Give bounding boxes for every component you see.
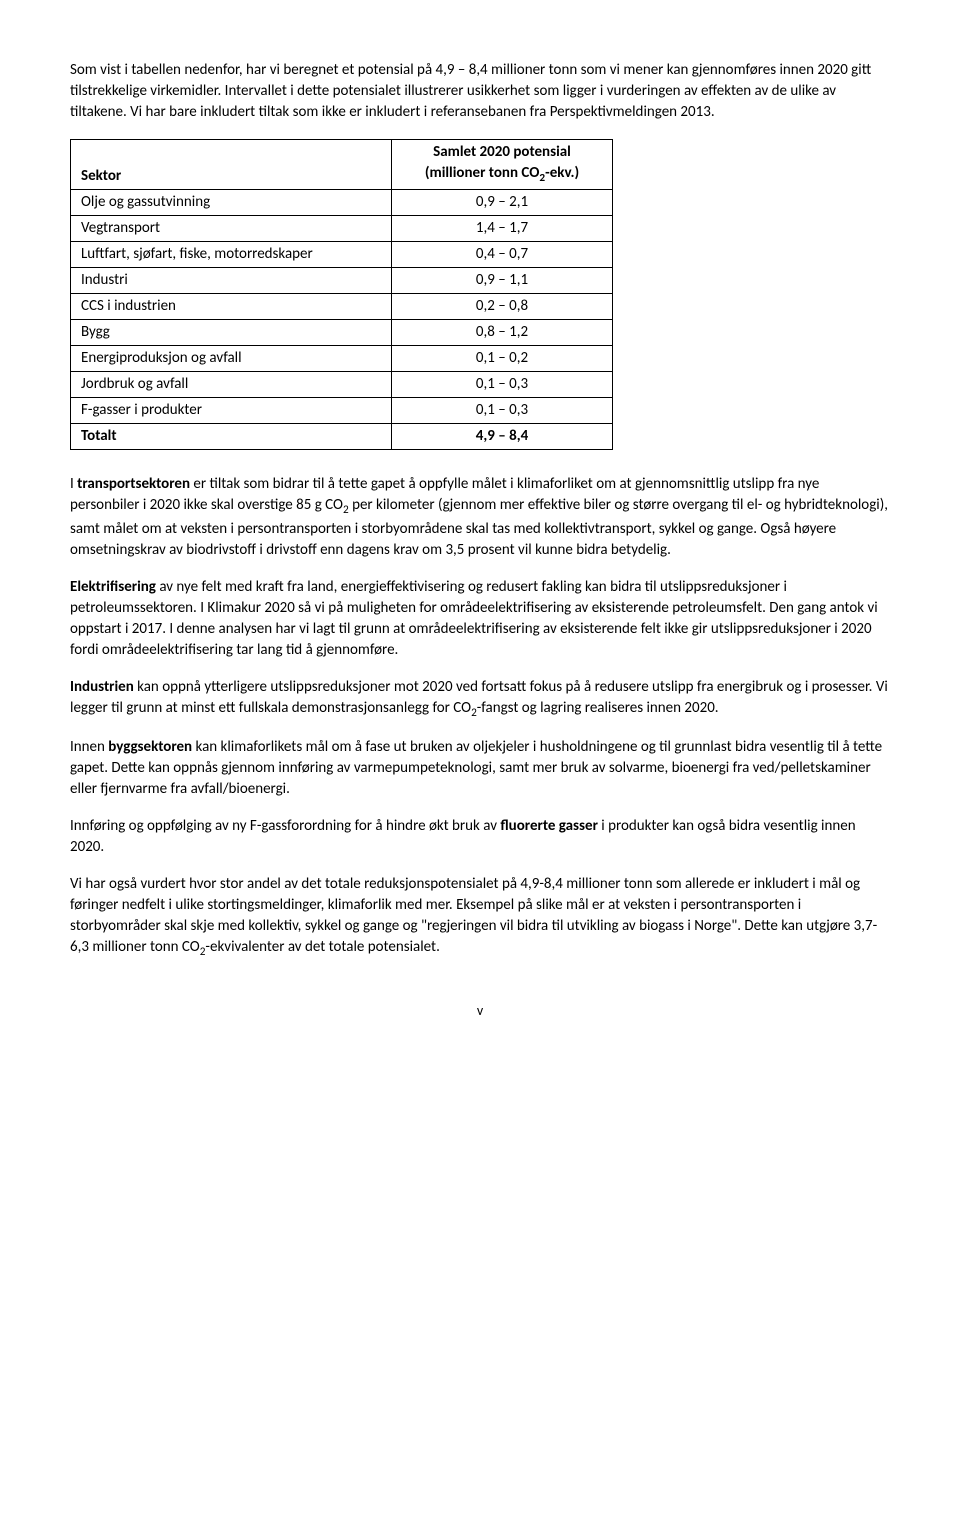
table-row: Luftfart, sjøfart, fiske, motorredskaper… [71,241,613,267]
sector-cell: CCS i industrien [71,293,392,319]
value-cell: 0,9 – 2,1 [392,189,613,215]
sector-cell: Bygg [71,319,392,345]
paragraph-transport: I transportsektoren er tiltak som bidrar… [70,474,890,561]
paragraph-industrien: Industrien kan oppnå ytterligere utslipp… [70,677,890,722]
value-cell: 0,9 – 1,1 [392,267,613,293]
value-cell: 0,1 – 0,2 [392,345,613,371]
sector-cell: F-gasser i produkter [71,397,392,423]
sector-cell: Olje og gassutvinning [71,189,392,215]
paragraph-bygg: Innen byggsektoren kan klimaforlikets må… [70,737,890,800]
table-row: Bygg0,8 – 1,2 [71,319,613,345]
value-cell: 0,1 – 0,3 [392,371,613,397]
table-header-potential: Samlet 2020 potensial (millioner tonn CO… [392,140,613,190]
page-number: v [70,1001,890,1021]
table-row: Vegtransport1,4 – 1,7 [71,215,613,241]
value-cell: 0,8 – 1,2 [392,319,613,345]
table-row: F-gasser i produkter0,1 – 0,3 [71,397,613,423]
sector-cell: Luftfart, sjøfart, fiske, motorredskaper [71,241,392,267]
table-row: Jordbruk og avfall0,1 – 0,3 [71,371,613,397]
value-cell: 0,4 – 0,7 [392,241,613,267]
value-cell: 0,2 – 0,8 [392,293,613,319]
paragraph-intro: Som vist i tabellen nedenfor, har vi ber… [70,60,890,123]
sector-cell: Industri [71,267,392,293]
table-header-sector: Sektor [71,140,392,190]
table-row: Olje og gassutvinning0,9 – 2,1 [71,189,613,215]
table-total-row: Totalt4,9 – 8,4 [71,423,613,449]
table-row: Industri0,9 – 1,1 [71,267,613,293]
total-value-cell: 4,9 – 8,4 [392,423,613,449]
value-cell: 0,1 – 0,3 [392,397,613,423]
paragraph-fgass: Innføring og oppfølging av ny F-gassforo… [70,816,890,858]
table-row: Energiproduksjon og avfall0,1 – 0,2 [71,345,613,371]
value-cell: 1,4 – 1,7 [392,215,613,241]
sector-table: Sektor Samlet 2020 potensial (millioner … [70,139,613,450]
sector-cell: Energiproduksjon og avfall [71,345,392,371]
paragraph-elektrifisering: Elektrifisering av nye felt med kraft fr… [70,577,890,661]
paragraph-vurdert: Vi har også vurdert hvor stor andel av d… [70,874,890,961]
table-row: CCS i industrien0,2 – 0,8 [71,293,613,319]
sector-cell: Vegtransport [71,215,392,241]
table-header-row: Sektor Samlet 2020 potensial (millioner … [71,140,613,190]
total-label-cell: Totalt [71,423,392,449]
sector-cell: Jordbruk og avfall [71,371,392,397]
